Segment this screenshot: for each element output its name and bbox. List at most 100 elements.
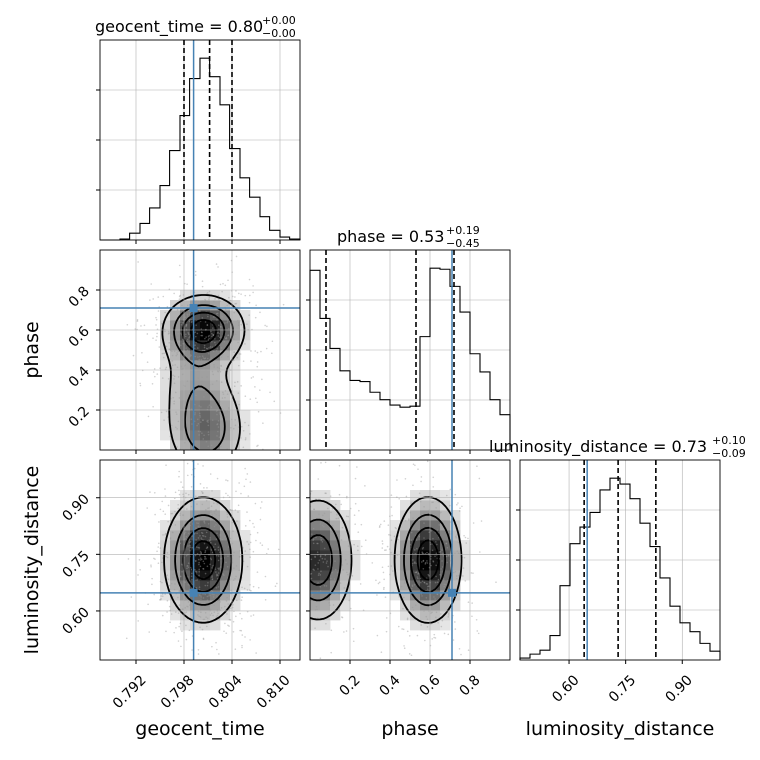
density-geocent-time-vs-phase-sample-point — [209, 346, 212, 348]
density-geocent-time-vs-luminosity-distance-sample-point — [173, 631, 175, 634]
density-geocent-time-vs-luminosity-distance-sample-point — [157, 562, 160, 565]
density-phase-vs-luminosity-distance-sample-point — [276, 531, 278, 533]
density-geocent-time-vs-luminosity-distance-sample-point — [215, 571, 217, 573]
density-geocent-time-vs-phase-sample-point — [207, 357, 209, 360]
density-phase-vs-luminosity-distance-cell — [430, 600, 441, 611]
density-phase-vs-luminosity-distance-sample-point — [439, 551, 442, 553]
density-phase-vs-luminosity-distance-sample-point — [441, 560, 443, 562]
density-geocent-time-vs-luminosity-distance-sample-point — [238, 482, 240, 484]
density-geocent-time-vs-phase-sample-point — [152, 371, 155, 373]
density-geocent-time-vs-phase-sample-point — [191, 423, 193, 425]
density-geocent-time-vs-phase-sample-point — [175, 475, 177, 477]
density-phase-vs-luminosity-distance-sample-point — [383, 520, 386, 522]
density-phase-vs-luminosity-distance-sample-point — [270, 550, 272, 552]
density-geocent-time-vs-phase-sample-point — [156, 332, 158, 335]
density-geocent-time-vs-luminosity-distance-sample-point — [209, 594, 211, 597]
density-phase-vs-luminosity-distance-sample-point — [413, 549, 416, 551]
density-geocent-time-vs-phase-sample-point — [186, 380, 189, 382]
density-geocent-time-vs-phase-sample-point — [244, 437, 247, 439]
density-phase-vs-luminosity-distance-sample-point — [352, 627, 355, 630]
density-phase-vs-luminosity-distance-truth-marker — [448, 588, 456, 597]
density-geocent-time-vs-phase-cell — [160, 320, 171, 331]
density-phase-vs-luminosity-distance-sample-point — [409, 511, 412, 514]
density-geocent-time-vs-phase-sample-point — [233, 385, 236, 387]
density-phase-vs-luminosity-distance-sample-point — [291, 589, 293, 591]
density-geocent-time-vs-phase-cell — [180, 340, 191, 351]
density-phase-vs-luminosity-distance-sample-point — [390, 506, 393, 508]
density-phase-vs-luminosity-distance-sample-point — [325, 562, 328, 564]
density-geocent-time-vs-luminosity-distance-sample-point — [245, 478, 247, 481]
density-geocent-time-vs-phase-sample-point — [139, 382, 141, 385]
density-geocent-time-vs-phase-sample-point — [187, 394, 190, 397]
density-phase-vs-luminosity-distance-sample-point — [445, 597, 448, 599]
density-phase-vs-luminosity-distance-sample-point — [436, 593, 439, 596]
density-geocent-time-vs-phase-cell — [230, 310, 241, 321]
density-geocent-time-vs-luminosity-distance-sample-point — [202, 618, 205, 621]
density-geocent-time-vs-luminosity-distance-cell — [180, 560, 191, 571]
density-geocent-time-vs-phase-sample-point — [225, 416, 227, 418]
density-geocent-time-vs-luminosity-distance-sample-point — [161, 500, 163, 503]
density-geocent-time-vs-luminosity-distance-sample-point — [167, 578, 170, 581]
density-geocent-time-vs-phase-sample-point — [173, 375, 176, 378]
density-geocent-time-vs-luminosity-distance-sample-point — [198, 574, 200, 577]
density-geocent-time-vs-luminosity-distance-sample-point — [204, 551, 206, 554]
density-phase-vs-luminosity-distance-sample-point — [344, 559, 347, 561]
density-geocent-time-vs-phase-sample-point — [167, 377, 170, 380]
density-geocent-time-vs-luminosity-distance-sample-point — [243, 587, 246, 590]
density-phase-vs-luminosity-distance-sample-point — [301, 575, 303, 577]
density-phase-vs-luminosity-distance-sample-point — [432, 560, 434, 562]
density-phase-vs-luminosity-distance-cell — [420, 490, 431, 501]
density-geocent-time-vs-luminosity-distance-sample-point — [217, 600, 219, 602]
density-geocent-time-vs-phase-sample-point — [232, 455, 234, 457]
density-geocent-time-vs-luminosity-distance-sample-point — [220, 566, 222, 568]
density-phase-vs-luminosity-distance-sample-point — [402, 628, 405, 631]
density-phase-vs-luminosity-distance-sample-point — [282, 589, 284, 591]
density-phase-vs-luminosity-distance-cell — [440, 510, 451, 521]
density-geocent-time-vs-phase-sample-point — [197, 356, 199, 358]
density-geocent-time-vs-phase-cell — [190, 320, 201, 331]
density-geocent-time-vs-luminosity-distance-sample-point — [217, 572, 220, 574]
density-geocent-time-vs-phase-cell — [180, 440, 191, 450]
density-phase-vs-luminosity-distance-cell — [340, 540, 351, 551]
density-phase-vs-luminosity-distance-sample-point — [428, 575, 430, 577]
density-geocent-time-vs-luminosity-distance-sample-point — [238, 556, 241, 558]
density-geocent-time-vs-phase-sample-point — [201, 331, 203, 334]
density-geocent-time-vs-phase-sample-point — [210, 487, 212, 489]
density-phase-vs-luminosity-distance-sample-point — [426, 460, 429, 463]
density-geocent-time-vs-luminosity-distance-sample-point — [239, 629, 241, 632]
density-phase-vs-luminosity-distance-sample-point — [314, 458, 316, 460]
density-phase-vs-luminosity-distance-sample-point — [393, 535, 396, 538]
density-geocent-time-vs-luminosity-distance-sample-point — [184, 607, 187, 609]
density-phase-vs-luminosity-distance-sample-point — [346, 571, 348, 574]
density-geocent-time-vs-luminosity-distance-sample-point — [198, 455, 200, 457]
density-phase-vs-luminosity-distance-sample-point — [310, 577, 313, 580]
density-geocent-time-vs-phase-cell — [180, 430, 191, 441]
density-geocent-time-vs-phase-sample-point — [182, 342, 185, 345]
density-phase-vs-luminosity-distance-sample-point — [449, 488, 452, 491]
density-geocent-time-vs-luminosity-distance-sample-point — [214, 568, 217, 571]
density-geocent-time-vs-phase-sample-point — [170, 334, 173, 337]
density-geocent-time-vs-phase-sample-point — [226, 321, 229, 324]
density-phase-vs-luminosity-distance-sample-point — [463, 534, 465, 537]
density-phase-vs-luminosity-distance-cell — [420, 580, 431, 591]
density-phase-vs-luminosity-distance-cell — [460, 550, 471, 561]
density-phase-vs-luminosity-distance-sample-point — [290, 584, 292, 586]
density-geocent-time-vs-phase-cell — [180, 330, 191, 341]
density-geocent-time-vs-luminosity-distance-sample-point — [229, 607, 232, 610]
density-phase-vs-luminosity-distance-sample-point — [401, 628, 403, 630]
density-geocent-time-vs-phase-sample-point — [188, 313, 191, 315]
density-geocent-time-vs-luminosity-distance-sample-point — [196, 503, 198, 505]
density-geocent-time-vs-luminosity-distance-sample-point — [241, 644, 243, 647]
density-geocent-time-vs-luminosity-distance-sample-point — [217, 559, 220, 562]
density-geocent-time-vs-phase-sample-point — [185, 324, 188, 327]
density-phase-vs-luminosity-distance-sample-point — [382, 588, 385, 590]
density-geocent-time-vs-luminosity-distance-sample-point — [198, 586, 201, 588]
density-geocent-time-vs-luminosity-distance-sample-point — [169, 537, 172, 539]
density-phase-vs-luminosity-distance-sample-point — [303, 578, 305, 580]
density-phase-vs-luminosity-distance-cell — [450, 550, 461, 561]
density-geocent-time-vs-luminosity-distance-sample-point — [206, 565, 209, 568]
density-geocent-time-vs-luminosity-distance-cell — [190, 610, 201, 621]
density-phase-vs-luminosity-distance-sample-point — [422, 601, 425, 604]
density-geocent-time-vs-luminosity-distance-sample-point — [204, 584, 207, 587]
density-geocent-time-vs-phase-sample-point — [180, 321, 182, 323]
